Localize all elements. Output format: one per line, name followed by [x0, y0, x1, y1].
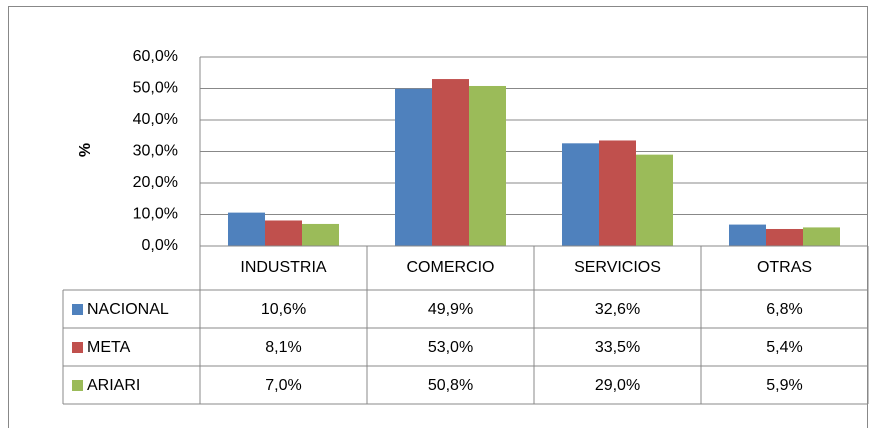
- bar: [729, 224, 766, 246]
- table-value: 10,6%: [261, 301, 306, 318]
- legend-swatch: [72, 380, 83, 391]
- bar: [228, 212, 265, 246]
- legend-label: META: [87, 339, 131, 356]
- table-value: 29,0%: [595, 377, 640, 394]
- table-value: 8,1%: [265, 339, 301, 356]
- legend-swatch: [72, 304, 83, 315]
- y-tick-label: 20,0%: [133, 174, 178, 191]
- y-tick-label: 10,0%: [133, 206, 178, 223]
- bar: [766, 228, 803, 246]
- y-tick-label: 30,0%: [133, 143, 178, 160]
- table-value: 53,0%: [428, 339, 473, 356]
- x-tick-label: COMERCIO: [407, 259, 495, 276]
- legend-label: ARIARI: [87, 377, 140, 394]
- table-value: 50,8%: [428, 377, 473, 394]
- bar: [562, 143, 599, 246]
- bar: [395, 88, 432, 246]
- y-tick-label: 40,0%: [133, 111, 178, 128]
- bar: [432, 79, 469, 246]
- x-tick-label: SERVICIOS: [574, 259, 661, 276]
- bar: [302, 223, 339, 246]
- bar: [469, 85, 506, 246]
- bar: [803, 227, 840, 246]
- y-tick-label: 0,0%: [142, 237, 178, 254]
- table-value: 7,0%: [265, 377, 301, 394]
- y-axis-label: %: [77, 143, 94, 157]
- x-tick-label: INDUSTRIA: [240, 259, 327, 276]
- bar: [265, 220, 302, 246]
- legend-label: NACIONAL: [87, 301, 169, 318]
- legend-swatch: [72, 342, 83, 353]
- y-tick-label: 50,0%: [133, 80, 178, 97]
- table-value: 5,9%: [766, 377, 802, 394]
- table-value: 49,9%: [428, 301, 473, 318]
- bar: [599, 140, 636, 246]
- x-tick-label: OTRAS: [757, 259, 812, 276]
- table-value: 33,5%: [595, 339, 640, 356]
- table-value: 6,8%: [766, 301, 802, 318]
- table-value: 5,4%: [766, 339, 802, 356]
- table-value: 32,6%: [595, 301, 640, 318]
- bar: [636, 154, 673, 246]
- y-tick-label: 60,0%: [133, 48, 178, 65]
